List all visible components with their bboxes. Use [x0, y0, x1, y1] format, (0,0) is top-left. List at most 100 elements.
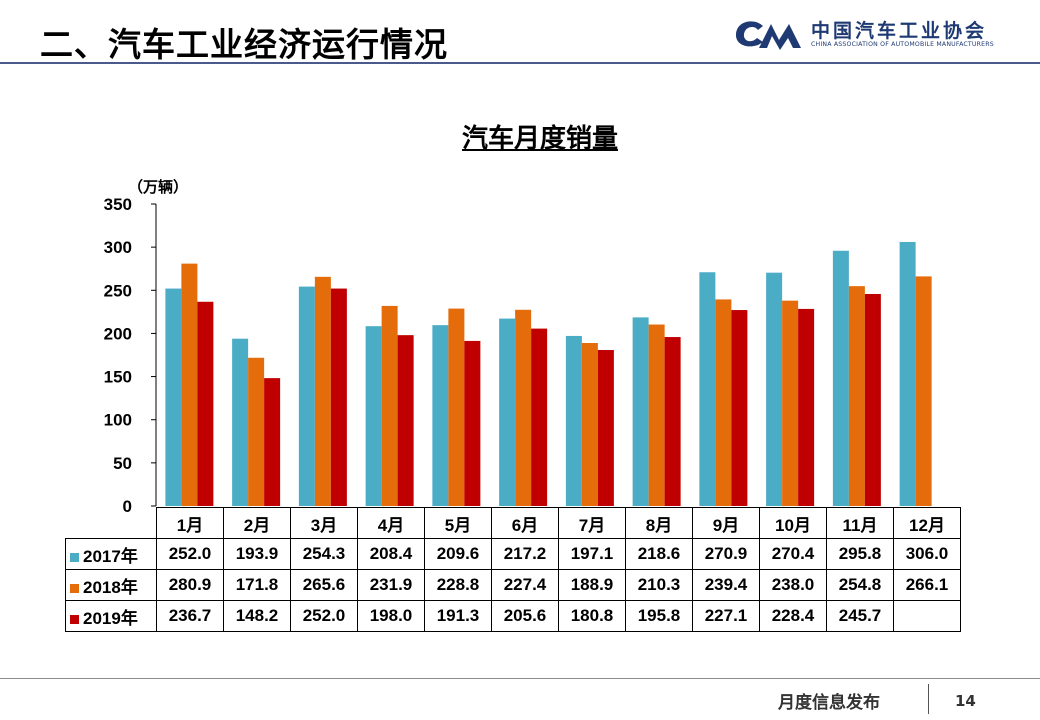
- page-number: 14: [955, 692, 976, 710]
- data-label: 228.4: [759, 600, 827, 632]
- y-tick-label: 100: [104, 411, 132, 430]
- data-label: 254.8: [826, 569, 894, 601]
- bar-2019年-6月: [531, 328, 548, 506]
- x-tick-label: 1月: [156, 507, 224, 539]
- bar-2019年-3月: [330, 288, 347, 506]
- data-label: 148.2: [223, 600, 291, 632]
- table-row: 2019年 236.7 148.2 252.0 198.0 191.3 205.6 180.8…: [65, 600, 961, 632]
- bar-2019年-7月: [597, 349, 614, 506]
- bar-2018年-8月: [648, 324, 665, 506]
- data-label: 231.9: [357, 569, 425, 601]
- logo-english-name: CHINA ASSOCIATION OF AUTOMOBILE MANUFACT…: [811, 41, 994, 48]
- data-label: 245.7: [826, 600, 894, 632]
- data-label: 208.4: [357, 538, 425, 570]
- bar-2017年-4月: [365, 326, 382, 506]
- data-label: 205.6: [491, 600, 559, 632]
- bar-2018年-2月: [248, 357, 265, 506]
- footer-divider: [0, 678, 1040, 679]
- x-tick-label: 11月: [826, 507, 894, 539]
- data-label: 228.8: [424, 569, 492, 601]
- table-header-row: 1月 2月 3月 4月 5月 6月 7月 8月 9月 10月 11月 12月: [65, 507, 961, 539]
- bar-2017年-5月: [432, 325, 449, 506]
- data-label: 191.3: [424, 600, 492, 632]
- caam-logo-icon: [735, 21, 801, 50]
- legend-entry: 2019年: [65, 600, 157, 632]
- data-label: 188.9: [558, 569, 626, 601]
- bar-2019年-11月: [864, 293, 881, 506]
- data-label: 252.0: [290, 600, 358, 632]
- data-label: 210.3: [625, 569, 693, 601]
- data-label: 254.3: [290, 538, 358, 570]
- legend-entry: 2017年: [65, 538, 157, 570]
- data-label: 270.9: [692, 538, 760, 570]
- bar-2017年-7月: [565, 335, 582, 506]
- bar-2019年-4月: [397, 335, 414, 506]
- data-label: 180.8: [558, 600, 626, 632]
- bar-2018年-4月: [381, 305, 398, 506]
- bar-2017年-12月: [899, 241, 916, 507]
- x-tick-label: 8月: [625, 507, 693, 539]
- bar-2019年-1月: [197, 301, 214, 506]
- x-tick-label: 12月: [893, 507, 961, 539]
- bar-2019年-10月: [798, 308, 815, 506]
- data-label: 266.1: [893, 569, 961, 601]
- bar-2018年-1月: [181, 263, 198, 506]
- legend-label: 2017年: [83, 546, 138, 566]
- bar-2017年-9月: [699, 272, 716, 506]
- x-tick-label: 4月: [357, 507, 425, 539]
- legend-label: 2018年: [83, 577, 138, 597]
- data-label: 193.9: [223, 538, 291, 570]
- bar-2018年-5月: [448, 308, 465, 506]
- data-label: 171.8: [223, 569, 291, 601]
- bar-2018年-3月: [314, 276, 331, 506]
- y-tick-label: 50: [113, 454, 132, 473]
- y-axis-unit: （万辆）: [128, 178, 189, 196]
- data-label: 209.6: [424, 538, 492, 570]
- y-tick-label: 350: [104, 195, 132, 214]
- data-label: [893, 600, 961, 632]
- y-tick-label: 150: [104, 368, 132, 387]
- x-tick-label: 5月: [424, 507, 492, 539]
- bar-2018年-9月: [715, 299, 732, 506]
- header-divider: [0, 62, 1040, 64]
- bar-2018年-6月: [515, 309, 532, 506]
- data-label: 280.9: [156, 569, 224, 601]
- data-label: 236.7: [156, 600, 224, 632]
- legend-label: 2019年: [83, 608, 138, 628]
- legend-swatch: [70, 583, 79, 593]
- bar-2017年-2月: [232, 338, 249, 506]
- data-label: 198.0: [357, 600, 425, 632]
- legend-entry: 2018年: [65, 569, 157, 601]
- bar-2019年-2月: [264, 378, 281, 506]
- data-label: 239.4: [692, 569, 760, 601]
- data-label: 197.1: [558, 538, 626, 570]
- x-tick-label: 7月: [558, 507, 626, 539]
- bar-2017年-3月: [298, 286, 315, 506]
- x-tick-label: 9月: [692, 507, 760, 539]
- chart-title: 汽车月度销量: [461, 124, 618, 154]
- data-label: 238.0: [759, 569, 827, 601]
- data-label: 227.4: [491, 569, 559, 601]
- table-corner-cell: [65, 507, 157, 539]
- data-label: 227.1: [692, 600, 760, 632]
- legend-swatch: [70, 614, 79, 624]
- data-table: 1月 2月 3月 4月 5月 6月 7月 8月 9月 10月 11月 12月 2017年 252.0 193…: [65, 507, 961, 632]
- data-label: 270.4: [759, 538, 827, 570]
- y-tick-label: 0: [123, 497, 132, 516]
- x-tick-label: 3月: [290, 507, 358, 539]
- data-label: 265.6: [290, 569, 358, 601]
- table-row: 2017年 252.0 193.9 254.3 208.4 209.6 217.2 197.1…: [65, 538, 961, 570]
- footer-label: 月度信息发布: [778, 693, 880, 713]
- legend-swatch: [70, 552, 79, 562]
- table-row: 2018年 280.9 171.8 265.6 231.9 228.8 227.4 188.9…: [65, 569, 961, 601]
- data-label: 295.8: [826, 538, 894, 570]
- bar-2017年-8月: [632, 317, 649, 506]
- bar-2017年-1月: [165, 288, 182, 506]
- data-label: 252.0: [156, 538, 224, 570]
- y-tick-label: 200: [104, 324, 132, 343]
- bar-2019年-8月: [664, 337, 681, 506]
- y-tick-label: 300: [104, 238, 132, 257]
- y-tick-label: 250: [104, 281, 132, 300]
- data-label: 195.8: [625, 600, 693, 632]
